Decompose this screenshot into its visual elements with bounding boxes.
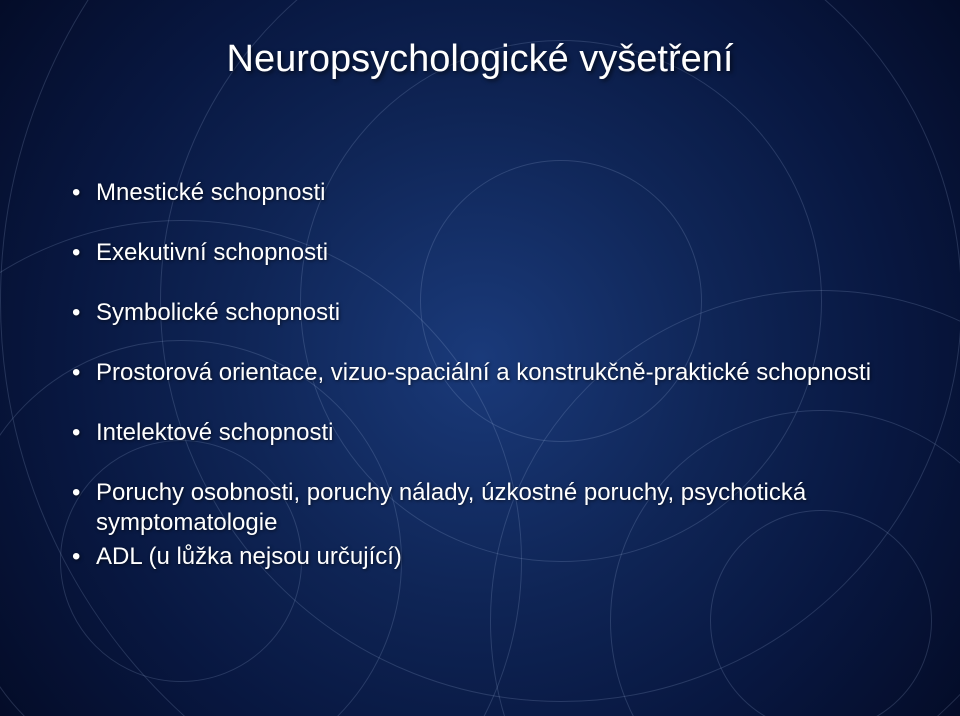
slide-content: Mnestické schopnosti Exekutivní schopnos… [72,178,900,602]
bullet-text: Mnestické schopnosti [96,179,325,206]
list-item: Intelektové schopnosti [72,418,900,448]
bullet-text: Exekutivní schopnosti [96,239,328,266]
bullet-text: Intelektové schopnosti [96,419,333,446]
bullet-text: Prostorová orientace, vizuo-spaciální a … [96,359,871,386]
bullet-text: Poruchy osobnosti, poruchy nálady, úzkos… [96,479,806,536]
list-item: Exekutivní schopnosti [72,238,900,268]
slide-title: Neuropsychologické vyšetření [0,38,960,81]
list-item: Symbolické schopnosti [72,298,900,328]
list-item: Prostorová orientace, vizuo-spaciální a … [72,358,900,388]
presentation-slide: Neuropsychologické vyšetření Mnestické s… [0,0,960,716]
bullet-list: Mnestické schopnosti Exekutivní schopnos… [72,178,900,572]
list-item: Mnestické schopnosti [72,178,900,208]
list-item: Poruchy osobnosti, poruchy nálady, úzkos… [72,478,900,538]
bullet-text: ADL (u lůžka nejsou určující) [96,543,402,570]
bullet-text: Symbolické schopnosti [96,299,340,326]
list-item: ADL (u lůžka nejsou určující) [72,542,900,572]
